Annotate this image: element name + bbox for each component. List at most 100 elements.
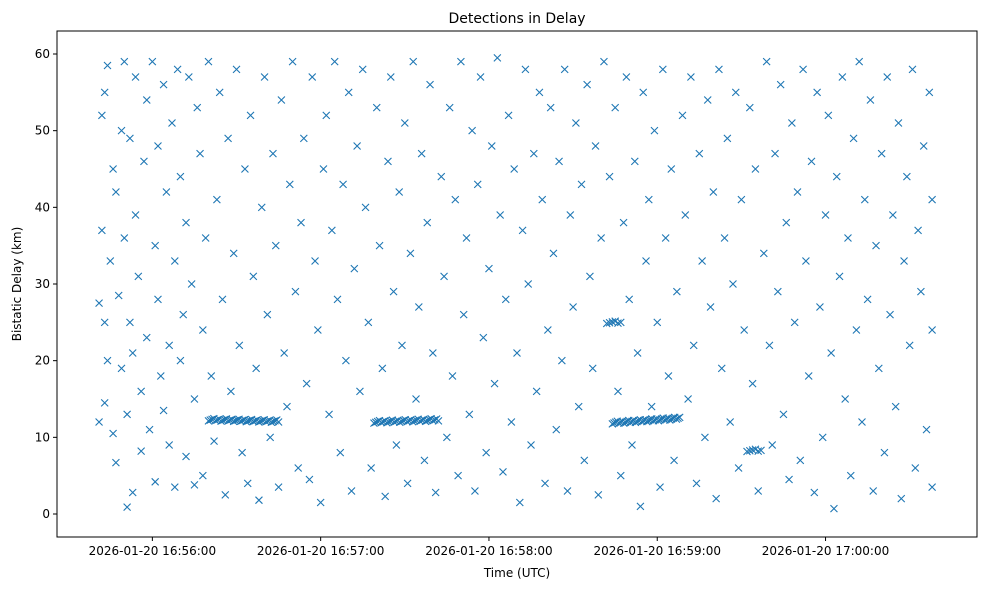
data-point-230 (687, 73, 695, 81)
data-point-127 (386, 73, 395, 81)
data-point-73 (232, 65, 241, 74)
data-point-313 (925, 88, 934, 97)
data-point-299 (886, 310, 894, 319)
data-point-42 (162, 188, 171, 196)
data-point-283 (841, 395, 850, 403)
data-point-24 (128, 488, 137, 497)
data-point-147 (445, 103, 454, 112)
data-point-37 (154, 142, 162, 150)
data-point-119 (361, 203, 370, 212)
data-point-140 (423, 218, 432, 227)
data-point-392 (434, 416, 443, 425)
data-point-314 (928, 483, 937, 492)
data-point-162 (487, 142, 496, 150)
data-point-214 (639, 88, 648, 97)
data-point-111 (339, 180, 347, 189)
data-point-215 (642, 257, 650, 265)
data-point-216 (644, 195, 653, 204)
data-point-310 (917, 287, 925, 296)
data-point-155 (468, 126, 477, 135)
data-point-99 (305, 475, 314, 484)
data-point-53 (182, 452, 190, 461)
data-point-16 (117, 364, 126, 373)
data-point-238 (709, 188, 718, 196)
data-point-435 (602, 319, 611, 328)
data-point-67 (215, 88, 224, 97)
data-point-307 (908, 65, 917, 74)
data-point-190 (566, 211, 575, 219)
x-tick-label-4: 2026-01-20 17:00:00 (762, 544, 889, 558)
data-point-104 (319, 165, 328, 173)
data-point-68 (218, 295, 227, 304)
data-point-122 (372, 103, 381, 112)
data-point-78 (246, 111, 255, 120)
data-point-244 (726, 418, 735, 426)
data-point-282 (838, 73, 847, 81)
data-point-286 (849, 134, 858, 143)
data-point-46 (170, 257, 179, 265)
data-point-44 (165, 441, 174, 449)
data-point-225 (670, 456, 678, 465)
data-point-132 (400, 119, 409, 127)
data-point-7 (103, 61, 112, 70)
data-point-198 (588, 364, 597, 373)
data-point-217 (647, 402, 656, 411)
data-point-145 (440, 272, 448, 281)
data-point-250 (745, 103, 754, 112)
data-point-8 (103, 356, 112, 365)
data-point-213 (636, 502, 645, 511)
data-point-272 (810, 488, 819, 497)
data-point-59 (196, 149, 204, 158)
data-point-151 (457, 57, 465, 66)
data-point-265 (790, 318, 799, 327)
data-point-80 (252, 364, 261, 373)
data-point-223 (664, 372, 673, 380)
data-point-232 (692, 479, 701, 488)
data-point-3 (97, 226, 106, 235)
data-point-178 (532, 387, 541, 396)
data-point-189 (563, 487, 572, 495)
data-point-273 (813, 88, 822, 97)
data-point-129 (392, 441, 401, 449)
data-point-97 (299, 134, 308, 143)
data-point-204 (611, 103, 620, 112)
data-point-290 (860, 195, 869, 204)
data-point-58 (193, 103, 202, 112)
data-point-101 (311, 257, 319, 265)
data-point-441 (743, 447, 751, 456)
data-point-285 (846, 471, 855, 480)
data-point-100 (308, 73, 317, 81)
data-point-120 (364, 318, 373, 327)
data-point-98 (302, 379, 311, 388)
data-point-171 (513, 349, 521, 357)
data-point-63 (204, 57, 213, 66)
data-point-302 (894, 119, 903, 127)
data-point-210 (628, 441, 636, 449)
data-point-269 (802, 257, 810, 265)
data-point-218 (650, 126, 659, 135)
data-point-196 (583, 80, 592, 89)
data-point-169 (507, 418, 516, 426)
data-point-174 (521, 65, 530, 74)
y-tick-label-2: 20 (35, 354, 50, 368)
data-point-260 (776, 80, 785, 89)
data-point-227 (678, 111, 687, 120)
data-point-235 (701, 433, 709, 442)
data-point-181 (541, 479, 549, 488)
data-point-271 (807, 157, 816, 166)
data-point-38 (154, 295, 162, 304)
data-point-61 (198, 471, 207, 480)
data-point-295 (874, 364, 883, 373)
data-point-154 (465, 410, 474, 419)
data-point-102 (313, 326, 322, 334)
y-tick-label-6: 60 (35, 47, 50, 61)
data-point-87 (271, 241, 280, 250)
y-axis-label: Bistatic Delay (km) (10, 227, 24, 342)
data-point-2 (97, 111, 106, 120)
data-point-280 (832, 172, 841, 181)
data-point-36 (151, 477, 160, 486)
data-point-291 (863, 295, 872, 304)
data-point-251 (748, 379, 757, 388)
data-point-125 (381, 492, 390, 501)
data-point-183 (546, 103, 555, 112)
